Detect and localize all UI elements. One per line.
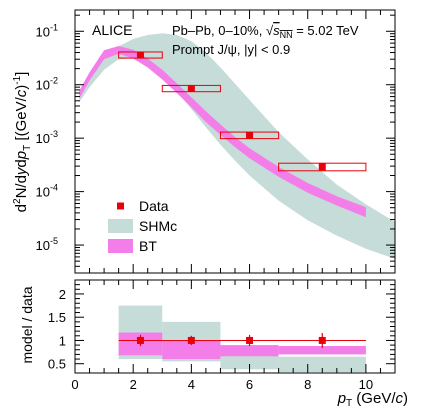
data-point-3	[246, 131, 254, 139]
data-syst-box-4	[278, 162, 367, 172]
ratio-data-point-4	[318, 336, 326, 344]
data-point-4	[318, 163, 326, 171]
data-point-2	[187, 84, 195, 92]
x-tick-label-5: 8	[304, 377, 311, 392]
legend-bt-label: BT	[139, 238, 157, 254]
y-axis-title-text: d2N/dydpT [(GeV/c)-1]	[12, 72, 33, 213]
legend-data-label: Data	[139, 198, 169, 214]
ratio-data-point-1	[136, 336, 144, 344]
ratio-data-point-2	[187, 336, 195, 344]
x-tick-label-6: 10	[359, 377, 373, 392]
bt-ratio-box-2	[162, 340, 221, 360]
y-tick-label-4: 10-2	[36, 76, 58, 93]
x-axis-title: pT (GeV/c)	[337, 390, 408, 409]
bt-ratio-box-4	[278, 346, 366, 355]
legend: Data SHMc BT	[108, 198, 177, 254]
ratio-y-tick-label-2: 1	[59, 333, 66, 348]
legend-shmc-label: SHMc	[139, 218, 177, 234]
ratio-y-tick-label-4: 2	[59, 287, 66, 302]
legend-shmc-swatch	[108, 219, 133, 233]
particle-label: Prompt J/ψ, |y| < 0.9	[172, 42, 290, 57]
y-tick-label-2: 10-4	[36, 183, 58, 200]
x-tick-label-1: 0	[71, 377, 78, 392]
ratio-y-tick-label-3: 1.5	[48, 310, 66, 325]
x-tick-label-3: 4	[188, 377, 195, 392]
ratio-panel: 0.5 1 1.5 2 0 2 4 6 8 10	[48, 279, 396, 392]
shmc-ratio-box-4	[278, 356, 366, 373]
data-point-1	[136, 51, 144, 59]
x-tick-label-2: 2	[130, 377, 137, 392]
y-axis-title: d2N/dydpT [(GeV/c)-1]	[12, 72, 33, 213]
y-tick-label-3: 10-3	[36, 129, 58, 146]
legend-data-marker	[117, 202, 124, 210]
y-tick-label-1: 10-5	[36, 236, 58, 253]
legend-bt-swatch	[108, 239, 133, 253]
collision-system-label: Pb–Pb, 0–10%, √sNN = 5.02 TeV	[172, 23, 359, 40]
bt-ratio-box-3	[220, 345, 279, 357]
annotation-block: ALICE Pb–Pb, 0–10%, √sNN = 5.02 TeV Prom…	[92, 22, 359, 57]
ratio-y-axis-title: model / data	[19, 286, 35, 363]
y-tick-label-5: 10-1	[36, 22, 58, 39]
experiment-label: ALICE	[92, 22, 132, 38]
ratio-data-point-3	[246, 336, 254, 344]
ratio-y-tick-label-1: 0.5	[48, 357, 66, 372]
x-tick-label-4: 6	[246, 377, 253, 392]
spectrum-panel: 10-5 10-4 10-3 10-2 10-1	[36, 9, 396, 274]
